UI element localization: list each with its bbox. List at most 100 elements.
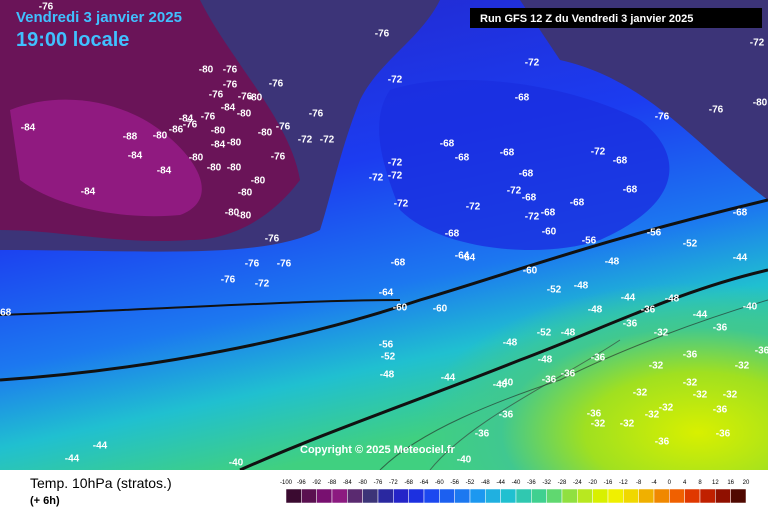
copyright: Copyright © 2025 Meteociel.fr [300,444,456,456]
map-label: -44 [65,454,80,465]
scale-tick-label: -80 [358,480,367,486]
map-label: -48 [503,338,518,349]
map-label: -68 [500,148,515,159]
map-label: -76 [655,112,670,123]
scale-tick-label: 16 [727,480,734,486]
map-label: -84 [179,114,194,125]
map-label: -80 [753,98,768,109]
map-label: -68 [541,208,556,219]
scale-swatch [546,488,563,504]
map-label: -48 [561,328,576,339]
map-label: -52 [547,285,562,296]
map-label: -52 [381,352,396,363]
map-label: -36 [475,429,490,440]
map-label: -72 [388,171,403,182]
map-label: -80 [225,208,240,219]
scale-tick-label: -64 [420,480,429,486]
map-label: -80 [251,176,266,187]
map-label: -36 [641,305,656,316]
map-label: -68 [519,169,534,180]
scale-swatch [699,488,716,504]
map-label: -80 [237,109,252,120]
map-label: -36 [561,369,576,380]
map-label: -68 [391,258,406,269]
map-label: -44 [441,373,456,384]
scale-swatch [285,488,302,504]
map-labels: -76-76-72-72-80 -76-72-76-76-76-76 -68 -80-… [0,2,768,469]
map-label: -84 [128,151,143,162]
scale-tick-label: -72 [389,480,398,486]
scale-tick-label: -76 [374,480,383,486]
map-label: -80 [199,65,214,76]
scale-swatch [623,488,639,504]
map-label: -60 [393,303,408,314]
map-label: -32 [654,328,669,339]
map-label: -68 [522,193,537,204]
map-label: -68 [440,139,455,150]
map-label: -48 [538,355,553,366]
map-label: -52 [683,239,698,250]
map-label: -80 [237,211,252,222]
map-label: -76 [271,152,286,163]
map-label: -60 [523,266,538,277]
map-label: -76 [709,105,724,116]
scale-tick-label: 12 [712,480,719,486]
scale-tick-label: -36 [527,480,536,486]
map-label: -86 [169,125,184,136]
map-label: -60 [542,227,557,238]
map-label: -44 [93,441,108,452]
scale-swatch [684,488,701,504]
map-label: -72 [369,173,384,184]
map-label: -72 [388,158,403,169]
scale-swatch [638,488,655,504]
scale-swatch [577,488,593,504]
scale-swatch [393,488,409,504]
map-label: -76 [265,234,280,245]
map-label: -44 [621,293,636,304]
map-label: -80 [238,188,253,199]
map-label: -80 [248,93,263,104]
scale-tick-label: -20 [588,480,597,486]
map-label: -68 [455,153,470,164]
map-label: -48 [605,257,620,268]
scale-swatch [715,488,731,504]
map-label: -76 [245,259,260,270]
map-label: -72 [394,199,409,210]
scale-swatch [500,488,517,504]
run-box [470,8,762,28]
map-label: -72 [750,38,765,49]
date-title: Vendredi 3 janvier 2025 [16,9,182,26]
map-label: -64 [455,251,470,262]
scale-tick-label: -68 [404,480,413,486]
run-info: Run GFS 12 Z du Vendredi 3 janvier 2025 [480,13,693,25]
scale-tick-label: -96 [297,480,306,486]
footer-step: (+ 6h) [30,495,60,507]
map-label: -72 [466,202,481,213]
scale-swatch [531,488,547,504]
scale-tick-label: -56 [450,480,459,486]
map-label: -36 [587,409,602,420]
map-label: -76 [209,90,224,101]
map-label: -36 [499,410,514,421]
map-label: -48 [665,294,680,305]
map-label: -64 [461,253,476,264]
scale-swatch [301,488,317,504]
time-title: 19:00 locale [16,29,129,51]
scale-swatch [561,488,578,504]
map-label: -56 [647,228,662,239]
map-label: -76 [269,79,284,90]
map-label: -76 [39,2,54,13]
scale-swatch [439,488,455,504]
map-label: -68 [623,185,638,196]
map-label: -36 [683,350,698,361]
map-label: -76 [183,120,198,131]
scale-swatch [408,488,425,504]
map-label: -64 [379,288,394,299]
map-label: -76 [221,275,236,286]
scale-tick-label: -52 [466,480,475,486]
map-label: -80 [211,126,226,137]
scale-tick-label: -8 [636,480,642,486]
map-label: -76 [223,65,238,76]
map-label: -72 [591,147,606,158]
scale-tick-label: -60 [435,480,444,486]
